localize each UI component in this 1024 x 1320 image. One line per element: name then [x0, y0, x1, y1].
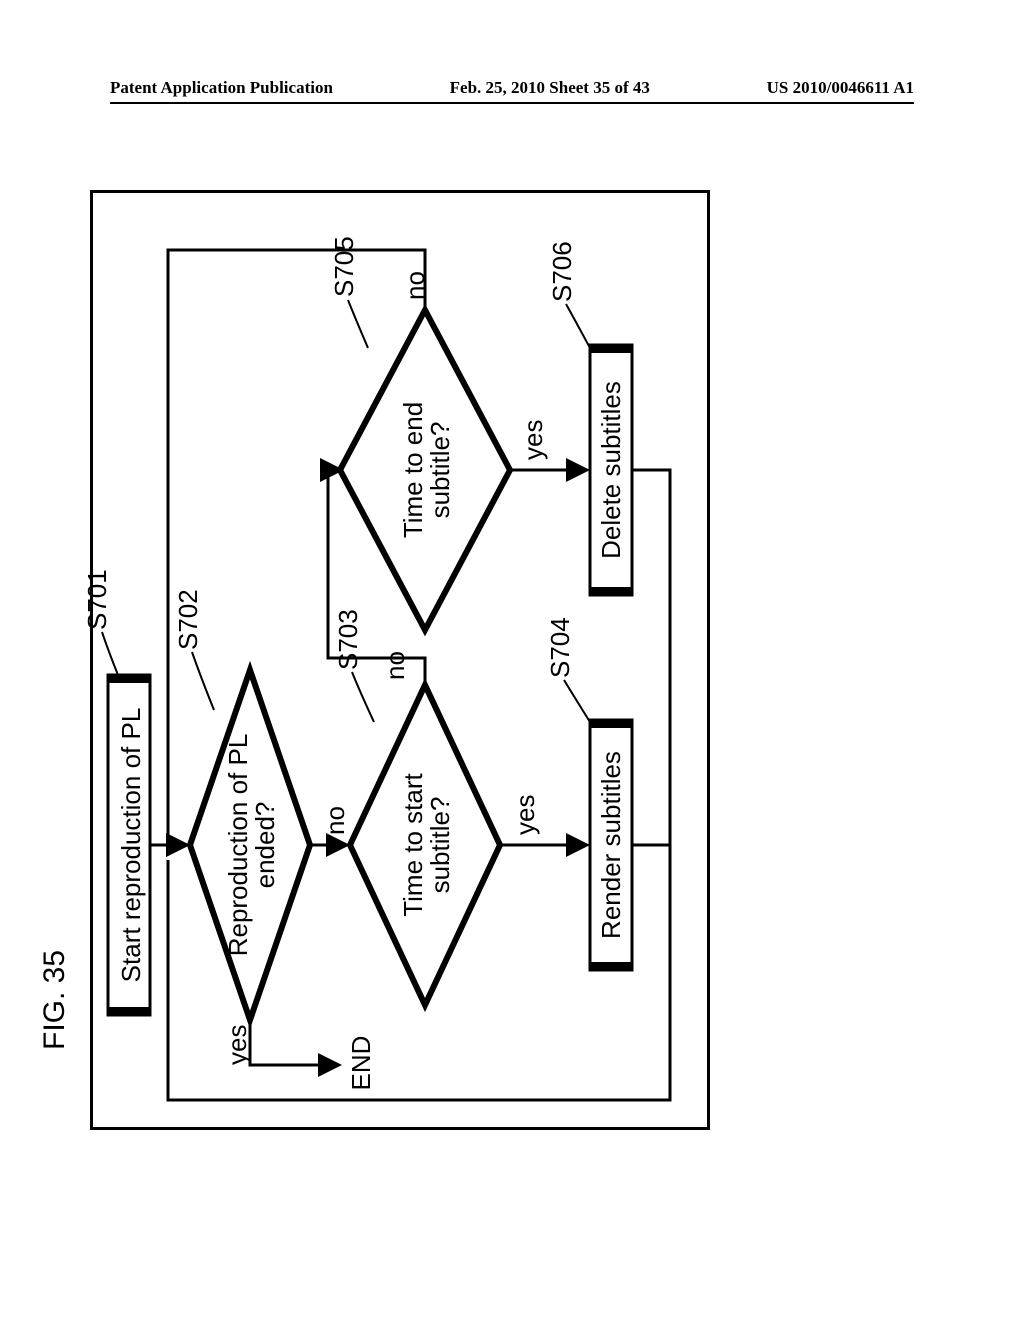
- ref-s702: S702: [173, 589, 204, 650]
- label-d2-line1: Time to start: [398, 773, 428, 917]
- branch-d3-no: no: [400, 271, 431, 300]
- diagram-area: FIG. 35: [50, 330, 950, 990]
- ref-s705: S705: [329, 236, 360, 297]
- branch-d1-yes: yes: [222, 1025, 253, 1065]
- label-d3-line1: Time to end: [398, 402, 428, 538]
- branch-d2-no: no: [380, 651, 411, 680]
- label-d3-line2: subtitle?: [425, 422, 455, 519]
- edge-p2-loop: [632, 470, 670, 845]
- figure-title: FIG. 35: [38, 950, 72, 1050]
- header-right: US 2010/0046611 A1: [767, 78, 914, 98]
- leader-s705: [348, 300, 368, 348]
- header-rule: [110, 102, 914, 104]
- label-d3: Time to end subtitle?: [400, 370, 455, 570]
- header-center: Feb. 25, 2010 Sheet 35 of 43: [450, 78, 650, 98]
- label-d2: Time to start subtitle?: [400, 745, 455, 945]
- leader-s701: [102, 632, 118, 675]
- ref-s704: S704: [545, 617, 576, 678]
- branch-d1-no: no: [320, 806, 351, 835]
- branch-d3-yes: yes: [518, 420, 549, 460]
- leader-s706: [566, 304, 590, 348]
- label-d1: Reproduction of PL ended?: [225, 720, 280, 970]
- leader-s704: [564, 680, 590, 722]
- label-p1: Render subtitles: [598, 740, 625, 950]
- ref-s703: S703: [333, 609, 364, 670]
- label-d1-line2: ended?: [250, 802, 280, 889]
- header-left: Patent Application Publication: [110, 78, 333, 98]
- edge-d1-end: [250, 1020, 338, 1065]
- ref-s701: S701: [82, 569, 113, 630]
- label-start: Start reproduction of PL: [118, 695, 145, 995]
- label-p2: Delete subtitles: [598, 365, 625, 575]
- label-end: END: [348, 1028, 375, 1098]
- ref-s706: S706: [547, 241, 578, 302]
- page-header: Patent Application Publication Feb. 25, …: [110, 78, 914, 98]
- label-d2-line2: subtitle?: [425, 797, 455, 894]
- leader-s703: [352, 672, 374, 722]
- leader-s702: [192, 652, 214, 710]
- branch-d2-yes: yes: [510, 795, 541, 835]
- label-d1-line1: Reproduction of PL: [223, 734, 253, 957]
